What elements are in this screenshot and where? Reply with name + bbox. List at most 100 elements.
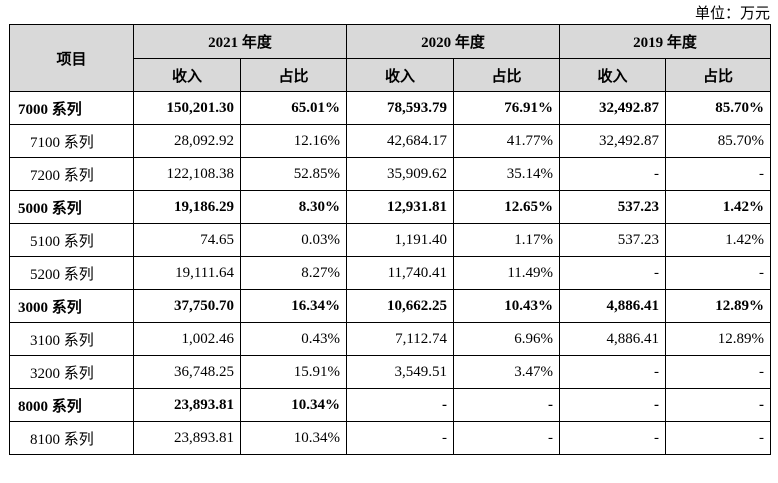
header-year-2019: 2019 年度 [559,24,772,59]
revenue-cell: - [559,157,667,191]
row-name: 8100 系列 [9,421,134,455]
row-name: 8000 系列 [9,388,134,422]
revenue-cell: 12,931.81 [346,190,455,224]
revenue-cell: 32,492.87 [559,91,667,125]
revenue-cell: - [559,421,667,455]
revenue-cell: - [559,388,667,422]
ratio-cell: 85.70% [665,124,772,158]
table-row: 3100 系列 1,002.46 0.43% 7,112.74 6.96% 4,886.4… [9,322,772,356]
table-row: 5000 系列 19,186.29 8.30% 12,931.81 12.65% 537.… [9,190,772,224]
row-name: 3100 系列 [9,322,134,356]
ratio-cell: 12.16% [239,124,348,158]
table-row: 7000 系列 150,201.30 65.01% 78,593.79 76.91% 32… [9,91,772,125]
row-name: 7100 系列 [9,124,134,158]
revenue-cell: 537.23 [559,223,667,257]
ratio-cell: - [665,256,772,290]
header-revenue: 收入 [133,58,241,92]
row-name: 3000 系列 [9,289,134,323]
ratio-cell: 12.65% [453,190,561,224]
revenue-cell: 23,893.81 [133,388,241,422]
table-row: 5200 系列 19,111.64 8.27% 11,740.41 11.49% - - [9,256,772,290]
header-year-2021: 2021 年度 [132,24,348,59]
header-revenue: 收入 [559,58,667,92]
ratio-cell: 8.27% [239,256,348,290]
table-row: 5100 系列 74.65 0.03% 1,191.40 1.17% 537.23 1.42… [9,223,772,257]
revenue-cell: 4,886.41 [559,289,667,323]
ratio-cell: 85.70% [665,91,772,125]
revenue-cell: 10,662.25 [346,289,455,323]
ratio-cell: 1.42% [665,190,772,224]
row-name: 5000 系列 [9,190,134,224]
table-body: 7000 系列 150,201.30 65.01% 78,593.79 76.91% 32… [9,91,772,455]
revenue-cell: 78,593.79 [346,91,455,125]
ratio-cell: 10.34% [239,421,348,455]
ratio-cell: 35.14% [453,157,561,191]
header-ratio: 占比 [239,58,348,92]
ratio-cell: 1.42% [665,223,772,257]
revenue-cell: - [346,388,455,422]
revenue-cell: - [559,256,667,290]
ratio-cell: 12.89% [665,289,772,323]
ratio-cell: 3.47% [453,355,561,389]
revenue-cell: 1,191.40 [346,223,455,257]
revenue-cell: - [559,355,667,389]
revenue-cell: 150,201.30 [133,91,241,125]
ratio-cell: 52.85% [239,157,348,191]
revenue-cell: 537.23 [559,190,667,224]
header-item: 项目 [9,24,134,92]
revenue-cell: 4,886.41 [559,322,667,356]
ratio-cell: 15.91% [239,355,348,389]
ratio-cell: 11.49% [453,256,561,290]
revenue-cell: 1,002.46 [133,322,241,356]
revenue-cell: 28,092.92 [133,124,241,158]
header-row-years: 项目 2021 年度 2020 年度 2019 年度 [9,24,772,92]
ratio-cell: - [665,355,772,389]
revenue-cell: 122,108.38 [133,157,241,191]
revenue-cell: 7,112.74 [346,322,455,356]
revenue-cell: 3,549.51 [346,355,455,389]
row-name: 5200 系列 [9,256,134,290]
ratio-cell: 16.34% [239,289,348,323]
revenue-cell: 19,186.29 [133,190,241,224]
header-year-2020: 2020 年度 [346,24,561,59]
header-row-columns: 收入 占比 收入 占比 收入 占比 [10,58,772,92]
table-row: 7200 系列 122,108.38 52.85% 35,909.62 35.14% - - [9,157,772,191]
revenue-cell: 36,748.25 [133,355,241,389]
ratio-cell: 0.03% [239,223,348,257]
ratio-cell: - [453,421,561,455]
revenue-cell: 37,750.70 [133,289,241,323]
row-name: 7200 系列 [9,157,134,191]
ratio-cell: 8.30% [239,190,348,224]
revenue-cell: - [346,421,455,455]
table-row: 7100 系列 28,092.92 12.16% 42,684.17 41.77% 32,… [9,124,772,158]
ratio-cell: 76.91% [453,91,561,125]
ratio-cell: 6.96% [453,322,561,356]
ratio-cell: - [665,421,772,455]
revenue-table: 项目 2021 年度 2020 年度 2019 年度 收入 占比 收入 占比 收… [9,24,772,455]
ratio-cell: - [453,388,561,422]
ratio-cell: 0.43% [239,322,348,356]
table-row: 8100 系列 23,893.81 10.34% - - - - [9,421,772,455]
revenue-cell: 32,492.87 [559,124,667,158]
ratio-cell: 1.17% [453,223,561,257]
row-name: 5100 系列 [9,223,134,257]
ratio-cell: 65.01% [239,91,348,125]
revenue-cell: 23,893.81 [133,421,241,455]
revenue-cell: 11,740.41 [346,256,455,290]
ratio-cell: 12.89% [665,322,772,356]
table-row: 8000 系列 23,893.81 10.34% - - - - [9,388,772,422]
revenue-cell: 74.65 [133,223,241,257]
ratio-cell: 10.43% [453,289,561,323]
header-revenue: 收入 [346,58,455,92]
table-row: 3000 系列 37,750.70 16.34% 10,662.25 10.43% 4,8… [9,289,772,323]
table-row: 3200 系列 36,748.25 15.91% 3,549.51 3.47% - - [9,355,772,389]
header-ratio: 占比 [453,58,561,92]
row-name: 7000 系列 [9,91,134,125]
header-ratio: 占比 [665,58,772,92]
unit-label: 单位：万元 [694,6,770,22]
revenue-cell: 19,111.64 [133,256,241,290]
row-name: 3200 系列 [9,355,134,389]
ratio-cell: - [665,388,772,422]
ratio-cell: - [665,157,772,191]
ratio-cell: 41.77% [453,124,561,158]
